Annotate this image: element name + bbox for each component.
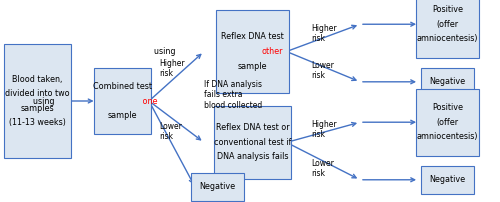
Text: (offer: (offer [436,20,458,29]
Text: samples: samples [20,104,54,113]
Text: divided into two: divided into two [5,89,70,98]
Text: Lower
risk: Lower risk [311,159,334,178]
Text: Negative: Negative [430,175,466,184]
Text: (offer: (offer [436,118,458,127]
Text: Reflex DNA test: Reflex DNA test [221,33,284,41]
Text: If DNA analysis
fails extra
blood collected: If DNA analysis fails extra blood collec… [204,80,262,110]
FancyBboxPatch shape [94,68,151,134]
FancyBboxPatch shape [416,89,479,156]
Text: Negative: Negative [430,77,466,86]
Text: other: other [262,47,283,56]
Text: conventional test if: conventional test if [214,138,291,147]
Text: using: using [32,97,56,105]
FancyBboxPatch shape [191,173,244,201]
FancyBboxPatch shape [416,0,479,58]
FancyBboxPatch shape [216,10,289,93]
Text: Reflex DNA test or: Reflex DNA test or [216,123,290,132]
FancyBboxPatch shape [214,106,291,179]
Text: Higher
risk: Higher risk [311,24,336,43]
Text: amniocentesis): amniocentesis) [417,132,478,141]
Text: Blood taken,: Blood taken, [12,75,62,84]
Text: one: one [140,97,158,105]
Text: sample: sample [108,111,137,120]
Text: Positive: Positive [432,103,463,112]
Text: DNA analysis fails: DNA analysis fails [217,153,288,161]
Text: using: using [154,47,178,56]
Text: Positive: Positive [432,5,463,14]
Text: Combined test: Combined test [93,82,152,91]
FancyBboxPatch shape [4,44,71,158]
Text: Lower
risk: Lower risk [159,122,182,141]
FancyBboxPatch shape [421,68,474,96]
FancyBboxPatch shape [421,166,474,194]
Text: Higher
risk: Higher risk [311,120,336,139]
Text: Higher
risk: Higher risk [159,59,184,78]
Text: sample: sample [238,62,267,70]
Text: amniocentesis): amniocentesis) [417,34,478,43]
Text: Negative: Negative [200,182,235,191]
Text: (11-13 weeks): (11-13 weeks) [9,118,66,127]
Text: Lower
risk: Lower risk [311,61,334,80]
